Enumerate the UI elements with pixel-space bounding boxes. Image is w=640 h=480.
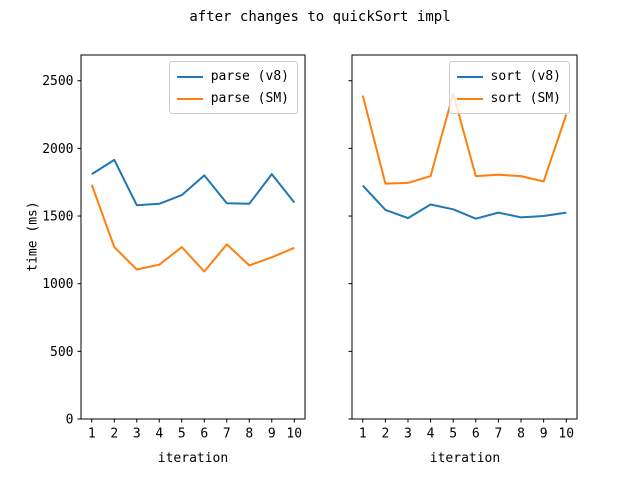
legend-label-parse-v8: parse (v8): [210, 69, 289, 84]
x-tick-label: 5: [178, 427, 186, 442]
x-tick-label: 1: [88, 427, 96, 442]
x-tick-label: 2: [110, 427, 118, 442]
y-axis-label: time (ms): [25, 201, 41, 272]
x-axis-label-right: iteration: [429, 451, 501, 466]
axes-frame: [351, 54, 578, 420]
subplot-left: 0 500 1000 1500 2000 2500 1 2 3 4 5 6 7 8 9 10: [42, 54, 306, 442]
x-tick-label: 6: [200, 427, 208, 442]
y-tick-label: 2000: [42, 142, 73, 157]
x-tick-label: 10: [286, 427, 302, 442]
figure-title: after changes to quickSort impl: [189, 9, 451, 25]
legend-item-parse-v8: parse (v8): [176, 67, 289, 86]
legend-line-sample-sort-v8: [456, 75, 483, 78]
y-tick-label: 1500: [42, 210, 73, 225]
x-tick-label: 9: [540, 427, 548, 442]
series-line-sort-sm-: [361, 92, 568, 185]
x-tick-label: 7: [223, 427, 231, 442]
legend-label-parse-sm: parse (SM): [210, 91, 289, 106]
x-tick-label: 6: [472, 427, 480, 442]
x-tick-label: 8: [245, 427, 253, 442]
x-tick-label: 2: [381, 427, 389, 442]
x-tick-label: 10: [558, 427, 574, 442]
x-tick-label: 3: [404, 427, 412, 442]
series-line-sort-v8-: [362, 184, 567, 220]
legend-label-sort-sm: sort (SM): [490, 91, 561, 106]
x-tick-label: 8: [517, 427, 525, 442]
x-tick-label: 4: [427, 427, 435, 442]
y-tick-label: 0: [66, 413, 74, 428]
legend-item-sort-v8: sort (v8): [456, 67, 561, 86]
legend-left: parse (v8) parse (SM): [168, 61, 298, 114]
series-line-parse-v8-: [91, 158, 296, 207]
legend-label-sort-v8: sort (v8): [490, 69, 561, 84]
legend-line-sample-parse-sm: [176, 97, 203, 100]
y-tick-label: 2500: [42, 74, 73, 89]
subplot-right: 1 2 3 4 5 6 7 8 9 10: [348, 54, 578, 442]
x-tick-label: 4: [155, 427, 163, 442]
x-tick-label: 9: [268, 427, 276, 442]
legend-line-sample-sort-sm: [456, 97, 483, 100]
axes-frame: [80, 54, 306, 420]
x-tick-label: 1: [359, 427, 367, 442]
legend-item-sort-sm: sort (SM): [456, 89, 561, 108]
x-tick-label: 7: [495, 427, 503, 442]
legend-right: sort (v8) sort (SM): [448, 61, 570, 114]
y-tick-label: 1000: [42, 277, 73, 292]
legend-line-sample-parse-v8: [176, 75, 203, 78]
series-line-parse-sm-: [90, 184, 295, 273]
x-axis-label-left: iteration: [157, 451, 229, 466]
x-tick-label: 3: [133, 427, 141, 442]
y-tick-label: 500: [50, 345, 73, 360]
legend-item-parse-sm: parse (SM): [176, 89, 289, 108]
x-tick-label: 5: [449, 427, 457, 442]
